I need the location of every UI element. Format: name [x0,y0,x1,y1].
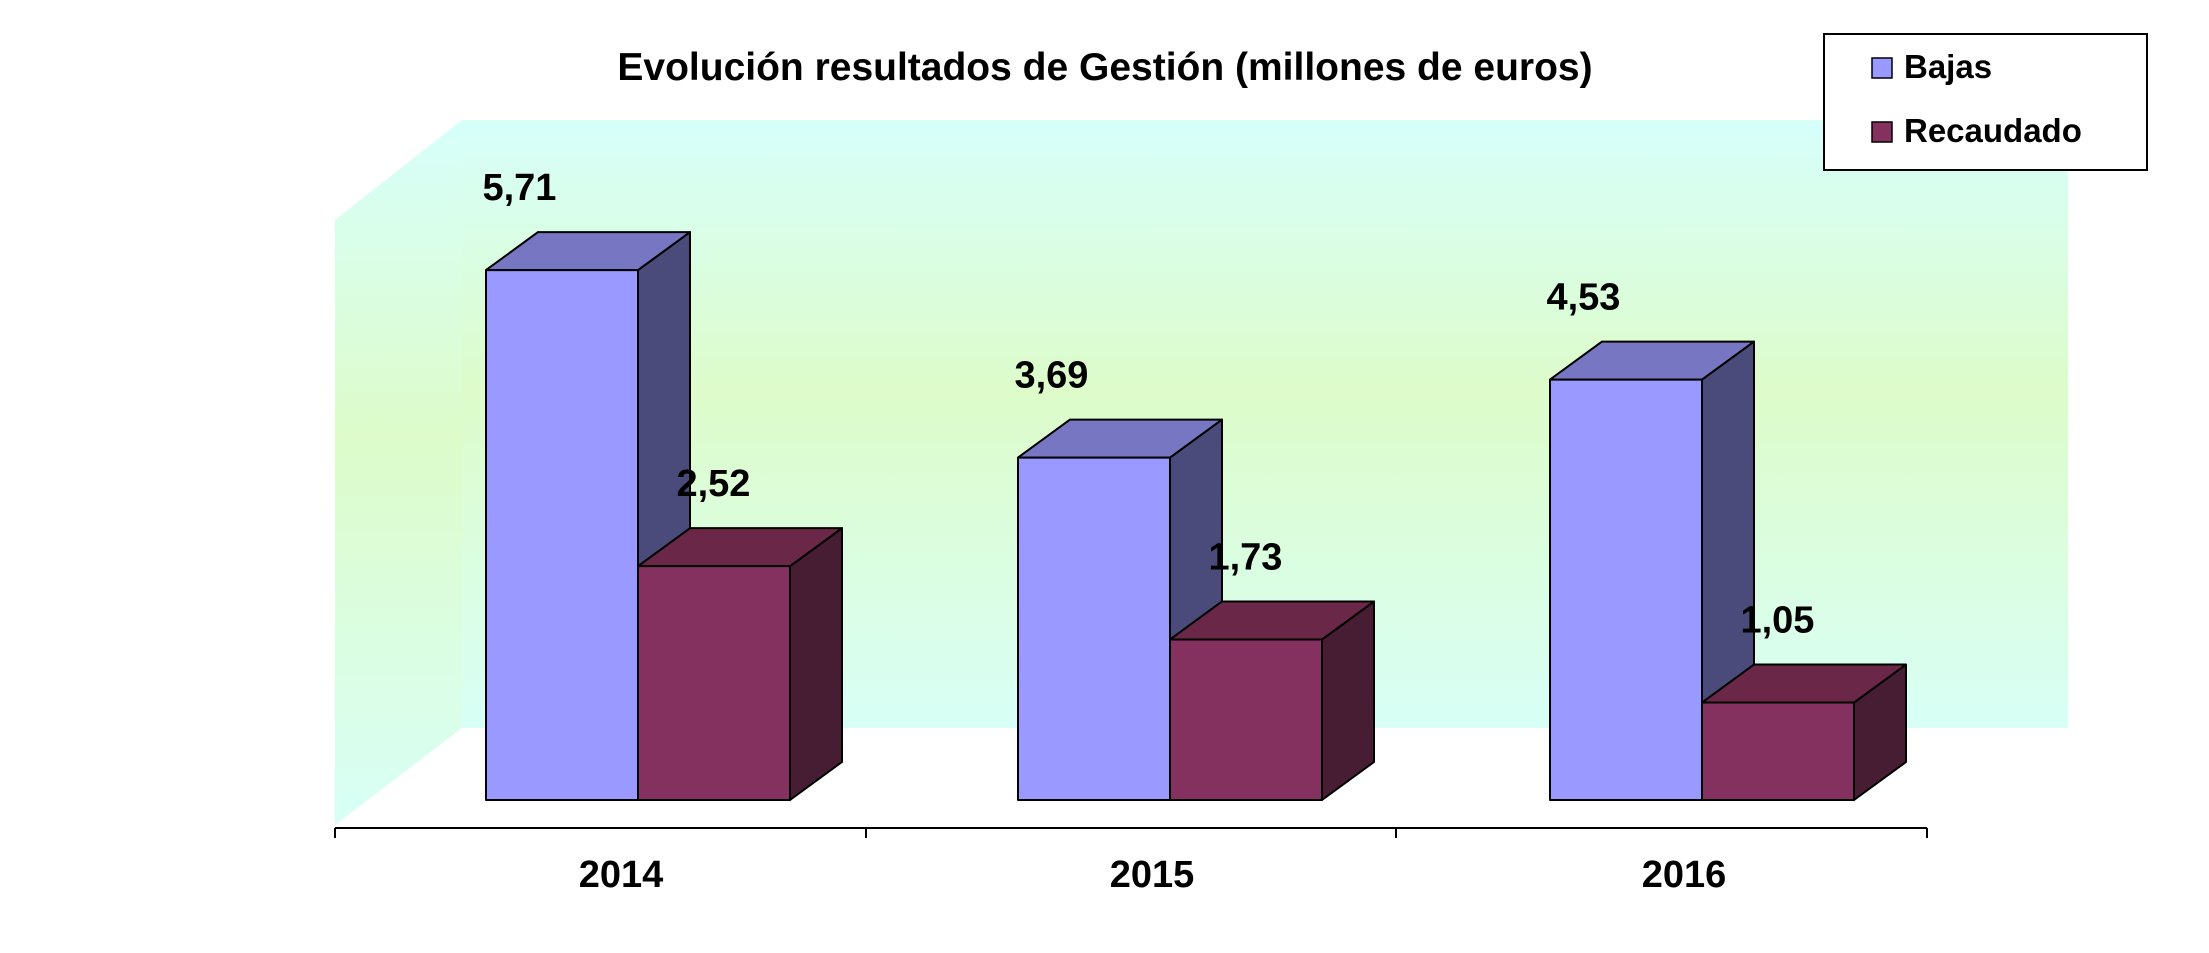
legend: Bajas Recaudado [1823,33,2148,171]
bar-side-face [789,527,843,801]
value-labels: 5,71 2,52 3,69 1,73 4,53 1,05 [482,167,1814,641]
bar-bajas-2014 [485,231,691,801]
value-label-recaudado-2015: 1,73 [1208,536,1282,578]
bar-recaudado-2016 [1701,663,1907,801]
bar-front-face [1017,456,1171,801]
value-label-bajas-2016: 4,53 [1546,277,1620,319]
legend-swatch-bajas [1871,57,1893,79]
x-tick-labels: 2014 2015 2016 [579,854,1727,896]
legend-box [1823,33,2148,171]
chart-title: Evolución resultados de Gestión (millone… [617,46,1592,89]
x-tick-label-2014: 2014 [579,854,664,896]
legend-label-bajas: Bajas [1904,48,1992,85]
value-label-recaudado-2016: 1,05 [1740,600,1814,642]
x-axis [334,827,1928,838]
x-tick-label-2015: 2015 [1110,854,1195,896]
value-label-recaudado-2014: 2,52 [676,463,750,505]
bar-front-face [637,565,791,801]
x-tick-label-2016: 2016 [1642,854,1727,896]
legend-label-recaudado: Recaudado [1904,112,2082,149]
bars [485,231,1907,801]
chart-side-wall [335,120,462,825]
value-label-bajas-2015: 3,69 [1014,355,1088,397]
bar-front-face [1701,701,1855,801]
legend-swatch-recaudado [1871,121,1893,143]
value-label-bajas-2014: 5,71 [482,167,556,209]
bar-front-face [1549,378,1703,801]
bar-front-face [485,269,639,801]
bar-front-face [1169,638,1323,801]
bar-recaudado-2014 [637,527,843,801]
bar-recaudado-2015 [1169,600,1375,801]
